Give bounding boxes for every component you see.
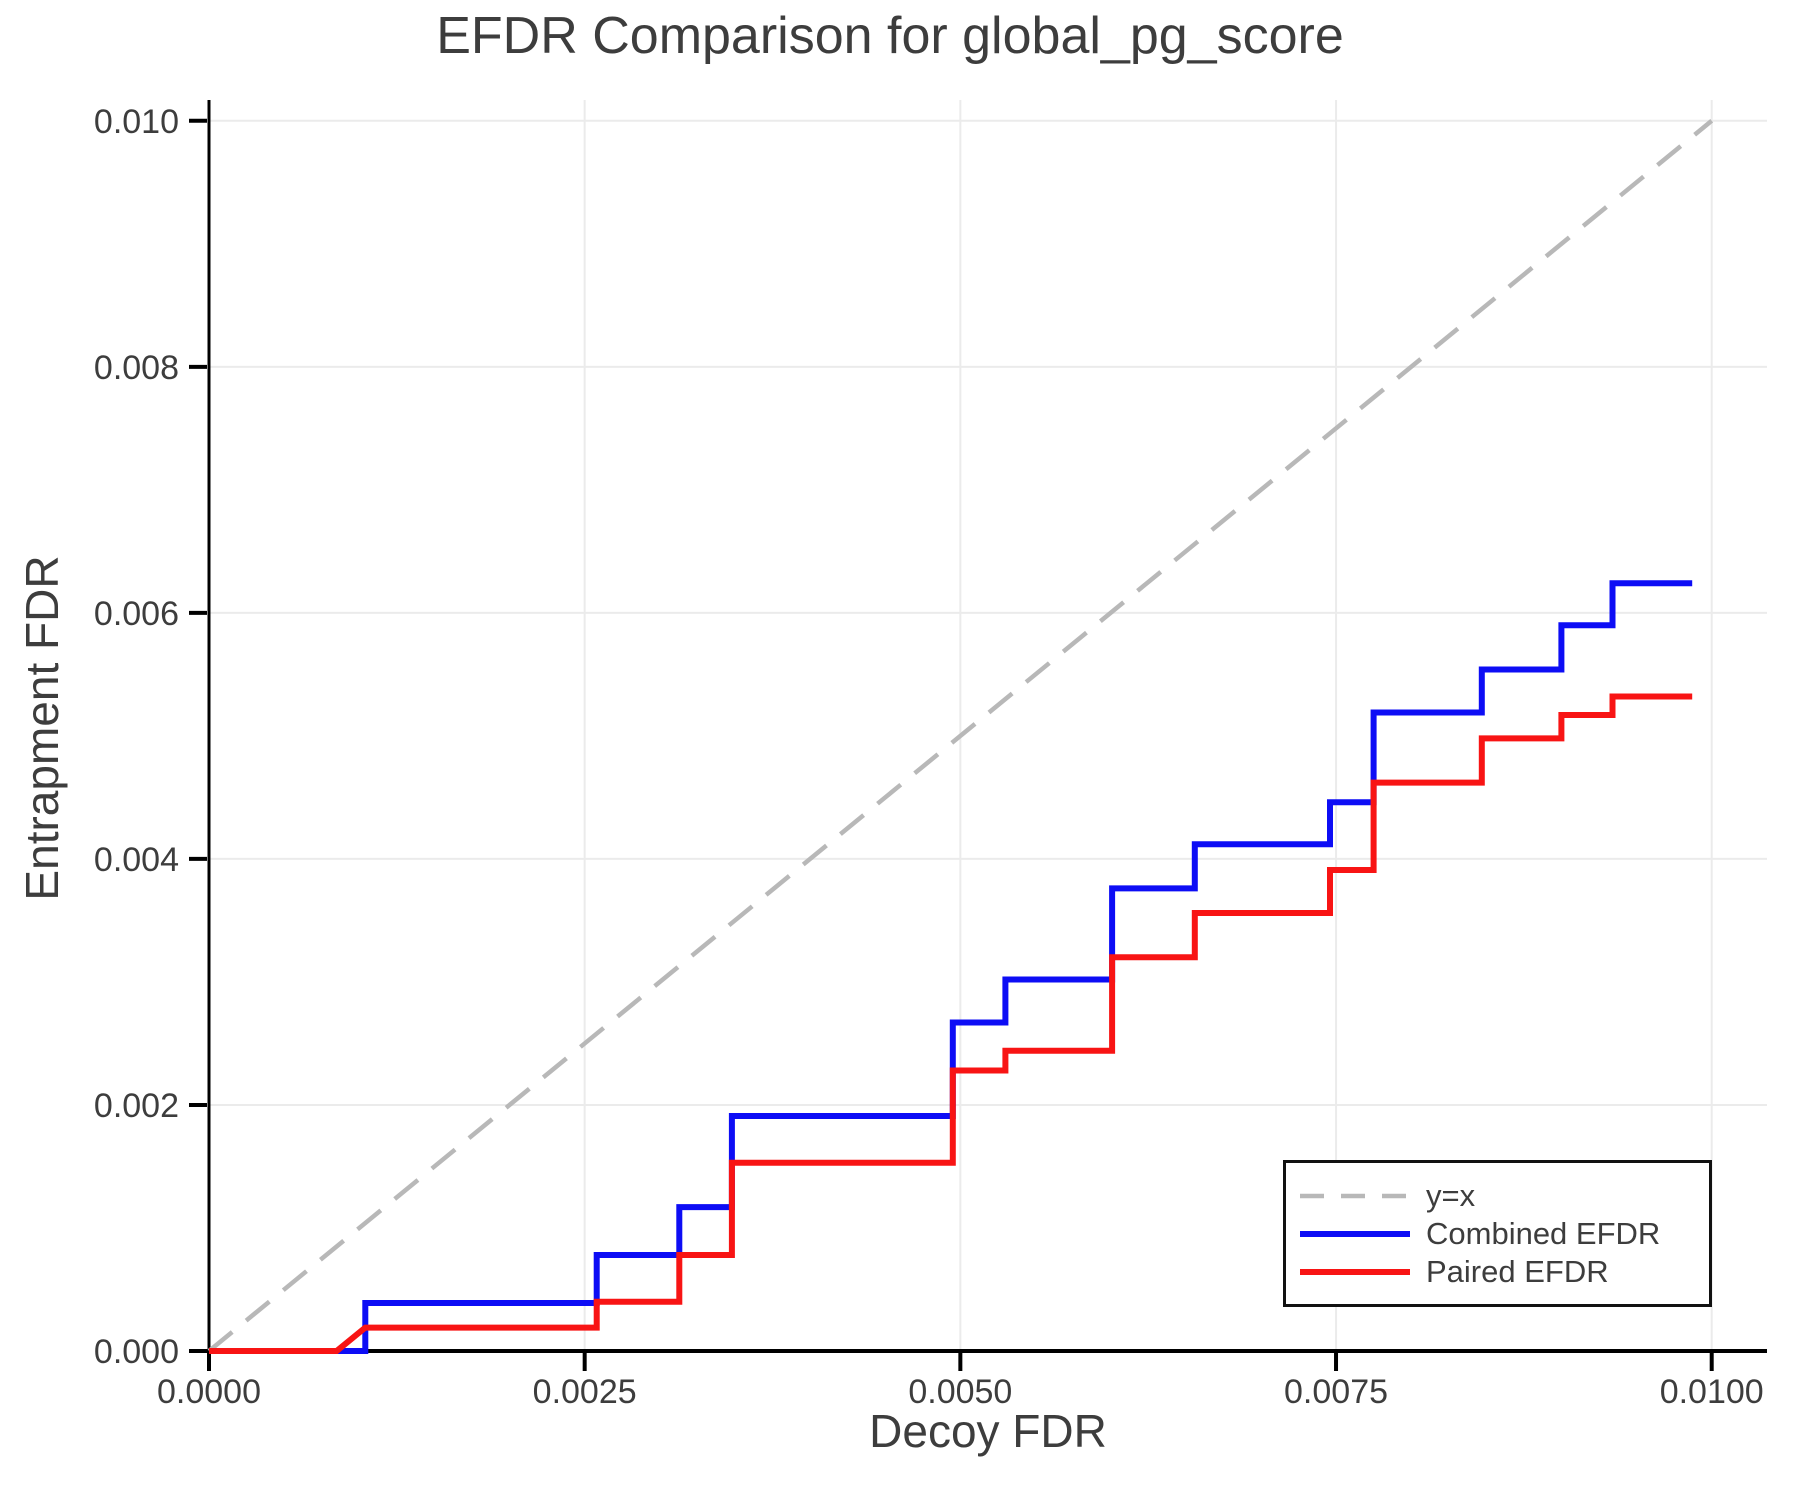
legend-item-1: Combined EFDR [1300,1215,1709,1253]
legend-item-2: Paired EFDR [1300,1253,1709,1291]
legend-swatch-1 [1300,1230,1410,1237]
x-tick-label-0.0100: 0.0100 [1660,1373,1764,1411]
x-axis-label: Decoy FDR [869,1405,1107,1457]
legend-swatch-0 [1300,1193,1410,1198]
x-tick-label-0.0075: 0.0075 [1284,1373,1388,1411]
x-tick-label-0.0000: 0.0000 [157,1373,261,1411]
y-tick-label-0.010: 0.010 [94,103,179,141]
paired-efdr-line [209,693,1693,1354]
y-tick-label-0.008: 0.008 [94,349,179,387]
legend-item-0: y=x [1300,1177,1709,1215]
legend: y=x Combined EFDR Paired EFDR [1283,1160,1712,1307]
legend-label-1: Combined EFDR [1426,1216,1661,1251]
identity-line [207,119,1714,1353]
y-tick-label-0.000: 0.000 [94,1333,179,1371]
y-tick-label-0.004: 0.004 [94,841,179,879]
combined-efdr-line [209,580,1693,1354]
legend-swatch-2 [1300,1268,1410,1275]
chart-title: EFDR Comparison for global_pg_score [436,7,1344,65]
x-tick-label-0.0025: 0.0025 [533,1373,637,1411]
y-tick-label-0.006: 0.006 [94,595,179,633]
legend-label-0: y=x [1426,1178,1476,1213]
x-tick-label-0.0050: 0.0050 [908,1373,1012,1411]
y-tick-label-0.002: 0.002 [94,1087,179,1125]
legend-label-2: Paired EFDR [1426,1254,1609,1289]
